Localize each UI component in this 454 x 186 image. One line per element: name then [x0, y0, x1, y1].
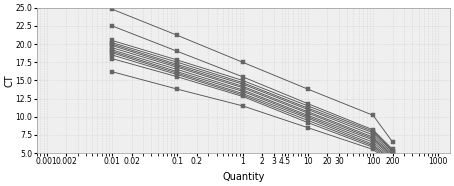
X-axis label: Quantity: Quantity [222, 172, 264, 182]
Y-axis label: CT: CT [4, 74, 14, 87]
